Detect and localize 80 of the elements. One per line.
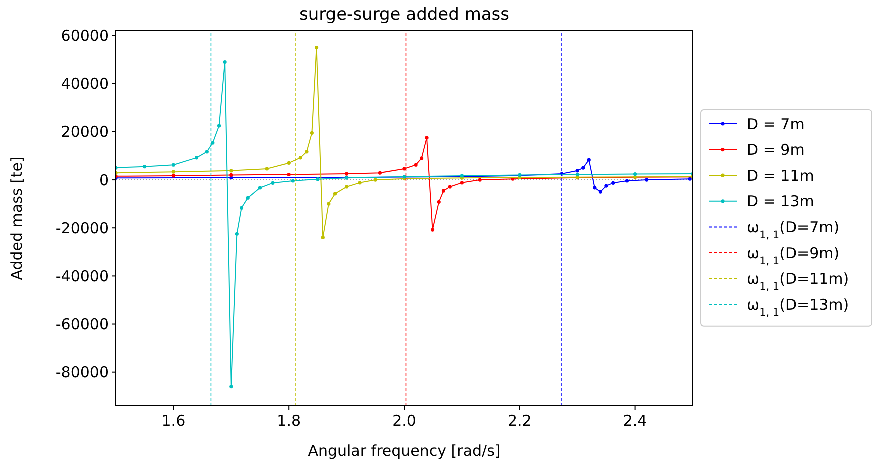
legend-label: ω$_{1, 1}$(D=9m) [747, 244, 840, 268]
point [478, 178, 482, 182]
point [430, 228, 435, 232]
point [604, 184, 608, 188]
point [321, 236, 325, 240]
point [172, 170, 176, 174]
point [437, 200, 441, 204]
point [402, 167, 406, 171]
point [593, 186, 597, 190]
y-tick-label: 20000 [61, 123, 109, 142]
legend-label: D = 9m [747, 141, 805, 160]
legend-label: ω$_{1, 1}$(D=11m) [747, 270, 850, 294]
point [576, 172, 580, 177]
x-tick-label: 2.4 [623, 412, 648, 430]
point [645, 178, 649, 182]
y-tick-label: 60000 [61, 27, 109, 46]
point [582, 166, 586, 170]
point [246, 196, 250, 200]
point [298, 156, 302, 160]
point [211, 141, 215, 145]
point [287, 161, 291, 166]
point [625, 179, 630, 183]
point [598, 190, 602, 194]
point [327, 202, 331, 206]
y-tick-label: -40000 [56, 267, 109, 286]
point [316, 178, 320, 182]
point [172, 163, 176, 167]
point [223, 60, 227, 64]
point [612, 181, 616, 185]
point [448, 185, 452, 189]
point [235, 232, 239, 236]
point [414, 163, 418, 167]
x-axis-title: Angular frequency [rad/s] [308, 442, 501, 460]
legend-label: D = 13m [747, 192, 814, 211]
legend-label: D = 7m [747, 115, 805, 134]
x-tick-label: 1.8 [277, 412, 302, 430]
point [230, 169, 234, 173]
point [291, 179, 295, 183]
y-axis-title: Added mass [te] [8, 156, 26, 280]
point [265, 167, 269, 171]
point [576, 169, 580, 173]
chart-title: surge-surge added mass [299, 5, 510, 25]
point [230, 173, 234, 178]
y-tick-label: 40000 [61, 75, 109, 94]
point [587, 158, 591, 162]
x-tick-label: 2.2 [508, 412, 532, 430]
point [358, 181, 362, 185]
y-tick-label: -60000 [56, 316, 109, 334]
point [442, 189, 446, 193]
point [378, 171, 382, 175]
point [143, 165, 147, 169]
y-tick-label: 0 [99, 171, 109, 190]
point [333, 192, 338, 196]
point [217, 124, 222, 128]
point [287, 172, 291, 177]
legend-label: D = 11m [747, 166, 814, 185]
legend-label: ω$_{1, 1}$(D=7m) [747, 218, 840, 242]
y-tick-label: -20000 [56, 219, 109, 238]
point [634, 172, 638, 176]
point [420, 156, 424, 160]
point [310, 131, 314, 135]
point [172, 174, 176, 178]
point [230, 384, 234, 389]
legend-label: ω$_{1, 1}$(D=13m) [747, 296, 850, 319]
point [305, 150, 309, 154]
point [314, 46, 319, 50]
point [271, 181, 275, 185]
point [425, 136, 429, 140]
point [205, 150, 209, 154]
point [194, 156, 199, 160]
point [374, 178, 378, 182]
y-tick-label: -80000 [56, 364, 109, 382]
x-tick-label: 1.6 [162, 412, 186, 430]
point [460, 181, 464, 185]
point [345, 185, 349, 189]
point [240, 206, 244, 210]
x-tick-label: 2.0 [392, 412, 416, 430]
point [345, 172, 349, 176]
point [258, 186, 262, 190]
point [688, 177, 692, 181]
